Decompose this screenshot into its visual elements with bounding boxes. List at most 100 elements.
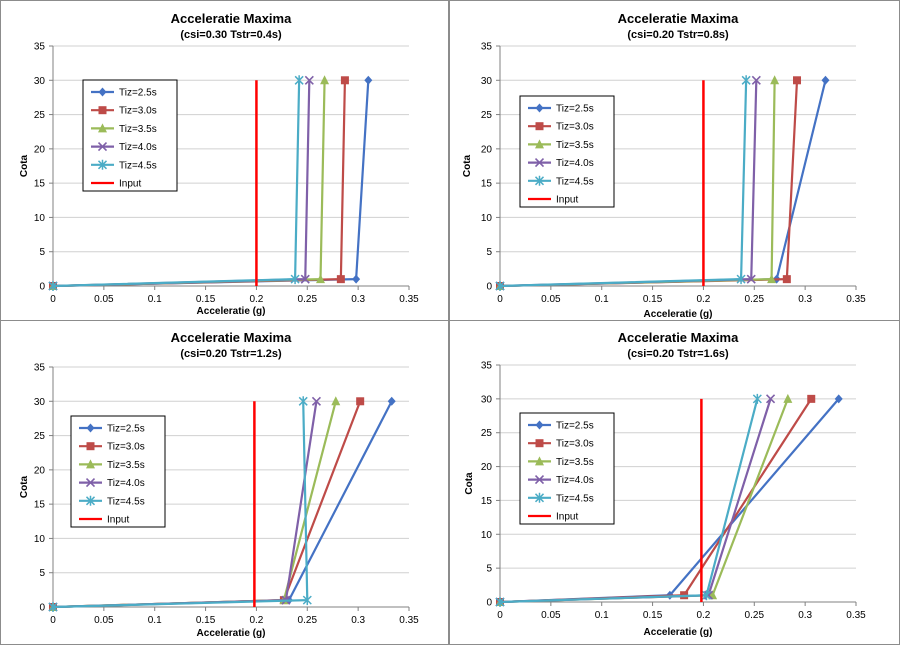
- legend-label: Tiz=2.5s: [119, 88, 157, 99]
- legend-label: Input: [107, 515, 129, 526]
- y-tick-label: 0: [486, 598, 492, 609]
- data-point: [746, 274, 756, 284]
- legend-label: Tiz=2.5s: [556, 421, 594, 432]
- x-tick-label: 0.35: [846, 610, 866, 621]
- x-tick-label: 0.1: [595, 610, 609, 621]
- data-point: [316, 274, 326, 284]
- series-Tiz=4.5s: [48, 75, 304, 291]
- legend-label: Tiz=4.0s: [556, 475, 594, 486]
- x-tick-label: 0.3: [798, 294, 812, 305]
- y-tick-label: 0: [39, 282, 45, 293]
- chart-svg: Acceleratie Maxima (csi=0.20 Tstr=1.2s) 0 5…: [19, 330, 419, 639]
- chart-panel-2: Acceleratie Maxima (csi=0.20 Tstr=0.8s) 0 5…: [449, 0, 900, 322]
- data-point: [495, 281, 505, 291]
- legend-label: Input: [556, 512, 578, 523]
- y-tick-label: 0: [39, 603, 45, 614]
- data-point: [48, 281, 58, 291]
- x-tick-label: 0.05: [541, 294, 561, 305]
- y-axis-title: Cota: [19, 154, 30, 177]
- data-point: [495, 597, 505, 607]
- data-point: [304, 75, 314, 85]
- x-tick-label: 0.35: [399, 615, 419, 626]
- y-tick-label: 5: [39, 247, 45, 258]
- chart-title: Acceleratie Maxima: [618, 330, 739, 345]
- x-tick-label: 0.25: [298, 294, 318, 305]
- data-point: [298, 396, 308, 407]
- legend-marker: [98, 123, 107, 133]
- series-Tiz=4.5s: [495, 393, 762, 607]
- x-tick-label: 0: [50, 294, 56, 305]
- legend-label: Tiz=4.5s: [107, 496, 145, 507]
- legend-label: Tiz=3.5s: [556, 140, 594, 151]
- x-tick-label: 0.3: [798, 610, 812, 621]
- legend-marker: [534, 492, 545, 503]
- chart-subtitle: (csi=0.20 Tstr=0.8s): [627, 29, 729, 41]
- legend-box: [519, 412, 615, 525]
- data-point: [311, 396, 322, 406]
- x-tick-label: 0.1: [148, 294, 162, 305]
- chart-title: Acceleratie Maxima: [171, 11, 292, 26]
- data-point: [331, 396, 341, 406]
- legend: Tiz=2.5s Tiz=3.0s Tiz=3.5s Tiz=4.0s Tiz=4.5s…: [519, 95, 615, 208]
- y-tick-label: 35: [34, 363, 46, 374]
- chart-subtitle: (csi=0.30 Tstr=0.4s): [180, 29, 282, 41]
- data-point: [387, 396, 396, 406]
- x-tick-label: 0.15: [643, 610, 663, 621]
- data-point: [300, 274, 310, 284]
- legend-label: Tiz=3.0s: [556, 122, 594, 133]
- legend-label: Tiz=4.5s: [119, 160, 157, 171]
- x-tick-label: 0.35: [399, 294, 419, 305]
- y-tick-label: 5: [39, 568, 45, 579]
- legend-label: Tiz=4.0s: [107, 478, 145, 489]
- y-tick-label: 25: [34, 110, 46, 121]
- x-tick-label: 0.25: [298, 615, 318, 626]
- data-point: [821, 75, 830, 85]
- x-tick-label: 0: [497, 610, 503, 621]
- x-tick-label: 0.2: [249, 615, 263, 626]
- series-Tiz=4.5s: [495, 75, 751, 291]
- legend-box: [519, 95, 615, 208]
- data-point: [783, 393, 793, 403]
- y-tick-label: 5: [486, 247, 492, 258]
- y-tick-label: 30: [481, 76, 493, 87]
- legend-marker: [535, 456, 544, 466]
- legend-label: Tiz=4.0s: [556, 158, 594, 169]
- chart-svg: Acceleratie Maxima (csi=0.20 Tstr=1.6s) 0 5…: [464, 330, 866, 638]
- legend-marker: [535, 122, 544, 131]
- data-point: [294, 75, 304, 86]
- chart-subtitle: (csi=0.20 Tstr=1.2s): [180, 348, 282, 360]
- x-tick-label: 0.15: [196, 615, 216, 626]
- data-point: [356, 397, 365, 406]
- legend-marker: [534, 175, 545, 186]
- series-Tiz=4.5s: [48, 396, 312, 612]
- legend-label: Tiz=3.5s: [119, 124, 157, 135]
- legend: Tiz=2.5s Tiz=3.0s Tiz=3.5s Tiz=4.0s Tiz=4.5s…: [70, 415, 166, 528]
- y-tick-label: 35: [34, 42, 46, 53]
- x-tick-label: 0.25: [745, 610, 765, 621]
- y-axis-title: Cota: [462, 154, 473, 177]
- data-point: [770, 75, 780, 85]
- legend-marker: [534, 475, 545, 485]
- legend-marker: [86, 423, 95, 433]
- x-axis-title: Acceleratie (g): [644, 627, 713, 638]
- y-tick-label: 30: [481, 394, 493, 405]
- y-tick-label: 10: [481, 530, 493, 541]
- data-point: [807, 394, 816, 403]
- legend-label: Input: [119, 179, 141, 190]
- y-axis-title: Cota: [19, 475, 30, 498]
- x-tick-label: 0.3: [351, 615, 365, 626]
- data-point: [767, 274, 777, 284]
- data-point: [701, 590, 712, 601]
- chart-svg: Acceleratie Maxima (csi=0.30 Tstr=0.4s) 0 5…: [19, 11, 419, 317]
- legend-label: Tiz=4.5s: [556, 493, 594, 504]
- y-tick-label: 10: [481, 213, 493, 224]
- y-tick-label: 15: [481, 179, 493, 190]
- legend-marker: [535, 420, 544, 430]
- legend-label: Tiz=4.0s: [119, 142, 157, 153]
- y-tick-label: 35: [481, 42, 493, 53]
- legend-marker: [85, 495, 96, 506]
- x-tick-label: 0.15: [196, 294, 216, 305]
- x-tick-label: 0.2: [249, 294, 263, 305]
- data-point: [752, 393, 762, 404]
- legend-label: Tiz=4.5s: [556, 176, 594, 187]
